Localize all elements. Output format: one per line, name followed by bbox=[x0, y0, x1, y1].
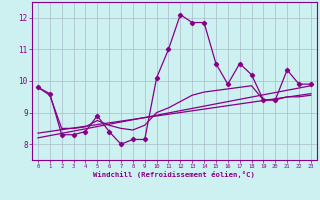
X-axis label: Windchill (Refroidissement éolien,°C): Windchill (Refroidissement éolien,°C) bbox=[93, 171, 255, 178]
